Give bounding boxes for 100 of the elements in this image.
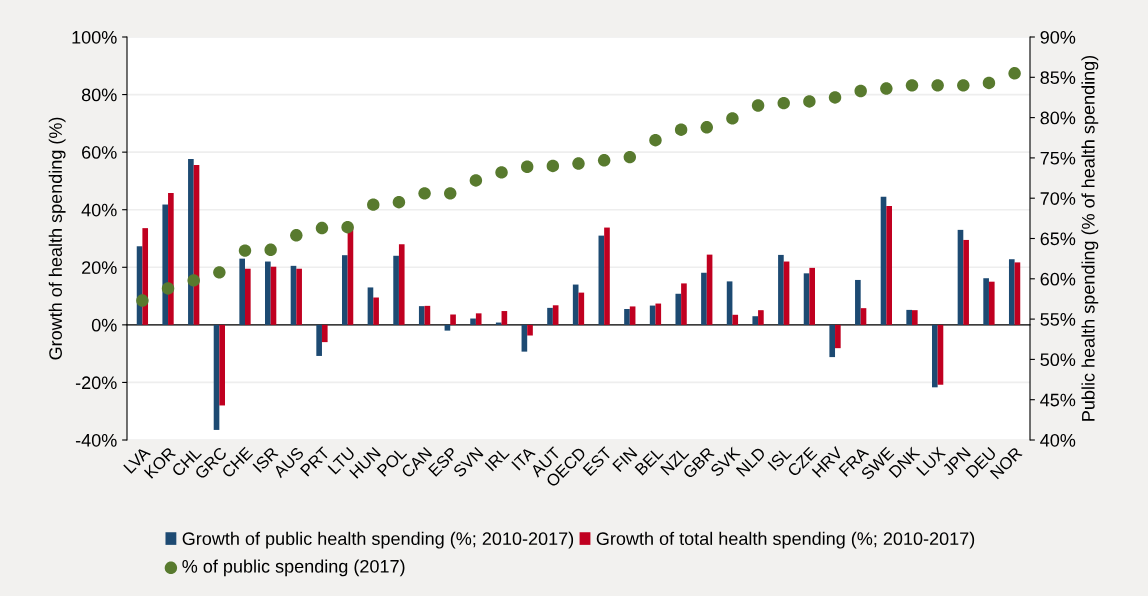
bar	[470, 318, 476, 325]
bar	[681, 283, 687, 325]
y2-tick-label: 75%	[1040, 151, 1076, 165]
bar	[726, 281, 733, 325]
y2-tick-label: 50%	[1040, 353, 1076, 367]
bar	[809, 267, 816, 325]
point	[880, 82, 893, 95]
point	[315, 221, 329, 235]
bar	[778, 254, 784, 325]
y-tick-label: 0%	[91, 318, 117, 332]
bar	[829, 324, 836, 358]
bar	[219, 324, 225, 406]
point	[290, 229, 303, 242]
y2-tick-label: 65%	[1040, 232, 1076, 246]
bar	[988, 281, 995, 325]
y-tick-label: 100%	[72, 30, 117, 44]
bar	[1008, 259, 1015, 325]
point	[1008, 67, 1021, 80]
bar	[239, 258, 246, 325]
point	[931, 79, 944, 92]
bar	[321, 324, 328, 343]
bar	[552, 305, 559, 325]
point	[572, 157, 585, 170]
point	[520, 160, 534, 173]
bar	[501, 311, 508, 325]
bar	[188, 159, 194, 325]
y2-tick-label: 55%	[1040, 313, 1076, 326]
bar	[444, 324, 451, 331]
point	[546, 159, 560, 173]
bar	[758, 310, 764, 325]
y2-tick-label: 80%	[1040, 111, 1076, 125]
point	[444, 187, 457, 200]
bar	[168, 193, 174, 325]
bar	[578, 292, 585, 325]
point	[418, 187, 431, 200]
y2-tick-label: 45%	[1040, 393, 1076, 407]
point	[341, 221, 354, 234]
bar	[341, 255, 348, 325]
bar	[906, 309, 912, 325]
point	[700, 121, 713, 134]
point	[392, 196, 406, 209]
y-tick-label: -20%	[75, 376, 117, 390]
bar	[393, 255, 399, 325]
y-tick-label: -40%	[75, 433, 117, 447]
bar	[547, 307, 553, 325]
point	[469, 174, 483, 187]
legend-label: Growth of total health spending (%; 2010-2017)	[596, 531, 975, 549]
bar	[701, 272, 707, 325]
point	[751, 99, 765, 112]
bar	[983, 278, 989, 325]
point	[597, 154, 611, 167]
bar	[162, 204, 169, 325]
bar	[911, 310, 918, 325]
point	[828, 91, 842, 104]
y-tick-label: 80%	[81, 88, 117, 102]
point	[982, 76, 996, 90]
bar	[886, 205, 892, 325]
x-tick-label: IRL	[484, 446, 510, 472]
y2-axis-title: Public health spending (% of health spending)	[1081, 55, 1099, 421]
bar	[675, 293, 682, 325]
legend-label: Growth of public health spending (%; 2010-2017)	[182, 531, 574, 549]
y-tick-label: 60%	[82, 146, 117, 159]
y2-tick-label: 60%	[1040, 272, 1076, 286]
bar	[624, 309, 630, 325]
point	[136, 294, 149, 307]
point	[161, 282, 175, 295]
bar	[450, 314, 456, 325]
bar	[245, 268, 251, 325]
bar	[495, 322, 502, 325]
bar	[296, 268, 302, 325]
y2-tick-label: 70%	[1040, 192, 1076, 205]
bar	[398, 244, 405, 325]
point	[905, 79, 919, 92]
y-tick-label: 20%	[82, 261, 117, 275]
bar	[604, 227, 610, 325]
point	[674, 123, 688, 136]
y2-tick-label: 90%	[1040, 30, 1076, 44]
bar	[527, 324, 533, 336]
point	[238, 244, 252, 257]
bar	[475, 313, 482, 325]
point	[726, 112, 739, 125]
point	[367, 198, 380, 211]
bar	[655, 303, 662, 325]
y-axis-title: Growth of health spending (%)	[48, 117, 66, 360]
bar	[855, 279, 861, 325]
point	[623, 150, 637, 164]
bar	[860, 308, 867, 325]
y2-tick-label: 40%	[1040, 433, 1076, 447]
point	[649, 133, 662, 147]
point	[803, 95, 816, 108]
y2-tick-label: 85%	[1040, 71, 1076, 85]
bar	[732, 314, 739, 325]
bar	[963, 239, 969, 325]
bar	[752, 316, 759, 325]
bar	[932, 324, 938, 388]
bar	[373, 297, 379, 325]
point	[777, 96, 790, 110]
legend-label: % of public spending (2017)	[182, 559, 405, 577]
point	[854, 84, 867, 98]
bar	[265, 261, 271, 325]
